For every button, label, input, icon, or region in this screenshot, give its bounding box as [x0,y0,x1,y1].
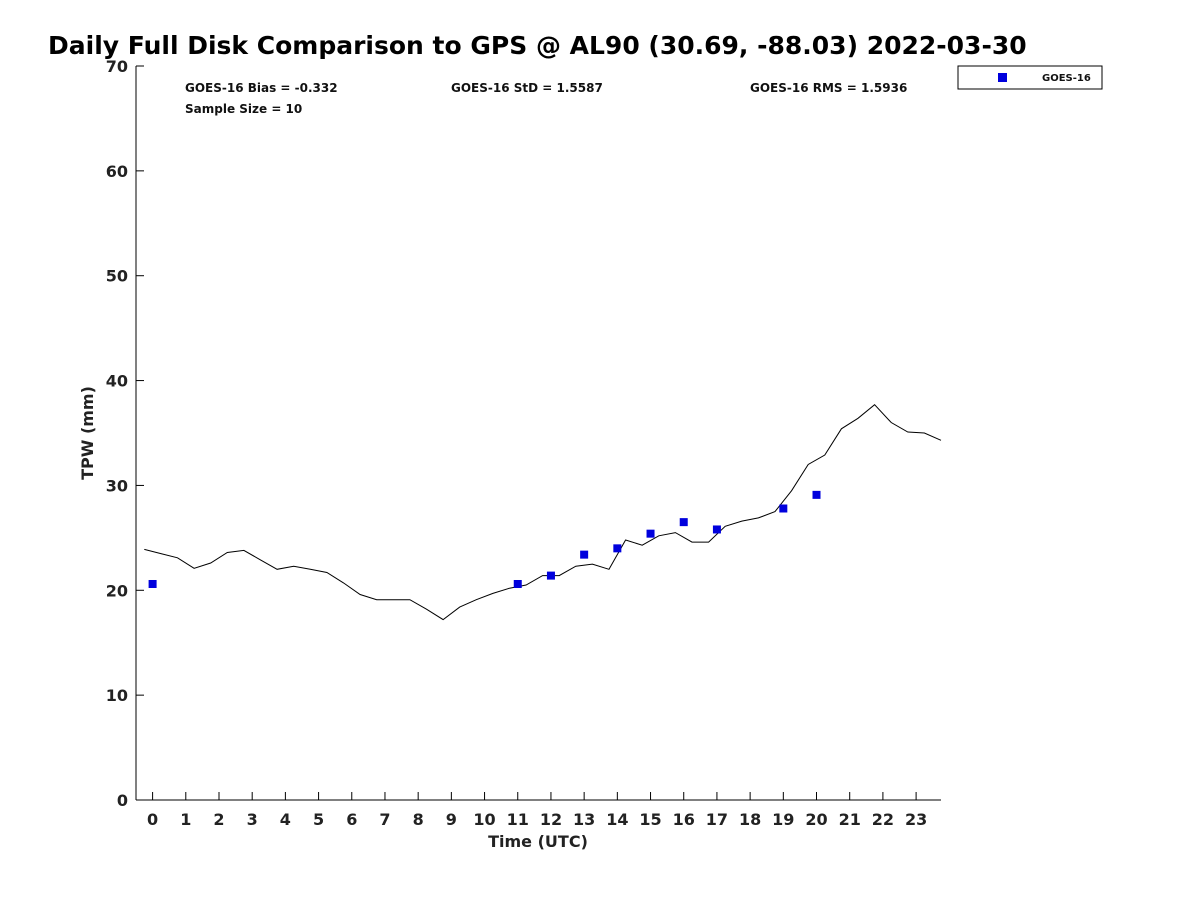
y-axis-label: TPW (mm) [78,386,97,480]
x-tick-label: 2 [213,810,224,829]
x-tick-label: 17 [706,810,728,829]
x-tick-label: 15 [639,810,661,829]
y-tick-label: 40 [106,372,128,391]
goes16-point [580,550,589,559]
x-tick-label: 0 [147,810,158,829]
x-tick-label: 7 [379,810,390,829]
x-tick-label: 5 [313,810,324,829]
x-tick-label: 12 [540,810,562,829]
y-tick-label: 50 [106,267,128,286]
y-tick-label: 20 [106,581,128,600]
legend-marker-goes16 [998,73,1007,82]
y-tick-label: 70 [106,57,128,76]
x-tick-label: 20 [805,810,827,829]
stats-annotations: GOES-16 Bias = -0.332 GOES-16 StD = 1.55… [185,81,907,116]
series-layer [144,404,942,621]
goes16-point [779,504,788,513]
legend: GOES-16 [957,65,1103,90]
stat-std: GOES-16 StD = 1.5587 [451,81,603,95]
goes16-point [812,490,821,499]
y-tick-label: 60 [106,162,128,181]
x-tick-label: 11 [507,810,529,829]
goes16-point [679,518,688,527]
x-tick-label: 18 [739,810,761,829]
x-tick-label: 16 [673,810,695,829]
gps-tpw-line [144,404,942,621]
x-tick-label: 1 [180,810,191,829]
goes16-point [712,525,721,534]
x-axis-ticks: 0 1 2 3 4 5 6 7 8 9 10 11 12 13 14 15 16 17 18 19 20 21 22 23 [147,792,927,829]
legend-label-goes16: GOES-16 [1042,73,1091,84]
y-tick-label: 0 [117,791,128,810]
y-tick-label: 30 [106,476,128,495]
stat-rms: GOES-16 RMS = 1.5936 [750,81,907,95]
x-axis-label: Time (UTC) [488,832,588,851]
x-tick-label: 21 [839,810,861,829]
x-tick-label: 3 [247,810,258,829]
goes16-point [513,579,522,588]
chart-title: Daily Full Disk Comparison to GPS @ AL90… [48,31,1027,60]
x-tick-label: 22 [872,810,894,829]
goes16-point [148,579,157,588]
x-tick-label: 19 [772,810,794,829]
x-tick-label: 4 [280,810,291,829]
stat-bias: GOES-16 Bias = -0.332 [185,81,338,95]
x-tick-label: 9 [446,810,457,829]
goes16-point [646,529,655,538]
x-tick-label: 10 [473,810,495,829]
y-tick-label: 10 [106,686,128,705]
x-tick-label: 6 [346,810,357,829]
goes16-point [546,571,555,580]
legend-box [957,65,1103,90]
goes16-point [613,544,622,553]
x-tick-label: 8 [413,810,424,829]
x-tick-label: 13 [573,810,595,829]
stat-sample-size: Sample Size = 10 [185,102,302,116]
x-tick-label: 23 [905,810,927,829]
y-axis-ticks: 0 10 20 30 40 50 60 70 [106,57,144,810]
x-tick-label: 14 [606,810,628,829]
